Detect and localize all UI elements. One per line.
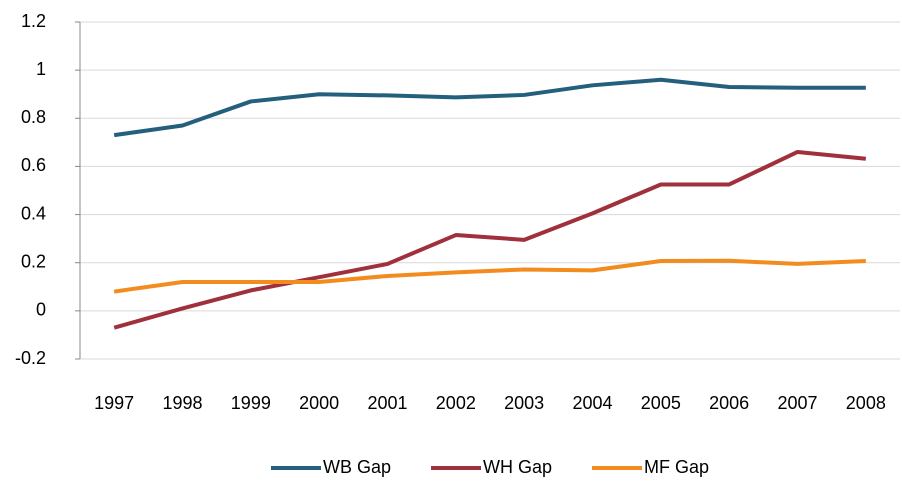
y-tick-label: 0.2 <box>21 251 46 271</box>
x-tick-label: 2000 <box>299 393 339 413</box>
series-line <box>113 149 867 330</box>
x-tick-label: 1997 <box>94 393 134 413</box>
x-tick-label: 2003 <box>504 393 544 413</box>
y-tick-label: 0 <box>36 300 46 320</box>
series-line <box>113 77 866 138</box>
y-tick-label: 0.8 <box>21 107 46 127</box>
x-tick-label: 2002 <box>436 393 476 413</box>
y-tick-label: 1.2 <box>21 11 46 31</box>
x-tick-label: 2005 <box>641 393 681 413</box>
series-line <box>113 258 866 294</box>
legend-label: MF Gap <box>644 457 709 477</box>
y-tick-label: 0.4 <box>21 203 46 223</box>
x-tick-label: 2004 <box>572 393 612 413</box>
y-tick-label: 0.6 <box>21 155 46 175</box>
x-tick-label: 2008 <box>846 393 886 413</box>
x-tick-label: 2006 <box>709 393 749 413</box>
x-tick-label: 1998 <box>162 393 202 413</box>
y-tick-label: 1 <box>36 59 46 79</box>
legend-label: WB Gap <box>323 457 391 477</box>
x-tick-label: 2007 <box>777 393 817 413</box>
x-tick-label: 1999 <box>231 393 271 413</box>
y-tick-label: -0.2 <box>15 348 46 368</box>
x-tick-label: 2001 <box>367 393 407 413</box>
legend-label: WH Gap <box>483 457 552 477</box>
